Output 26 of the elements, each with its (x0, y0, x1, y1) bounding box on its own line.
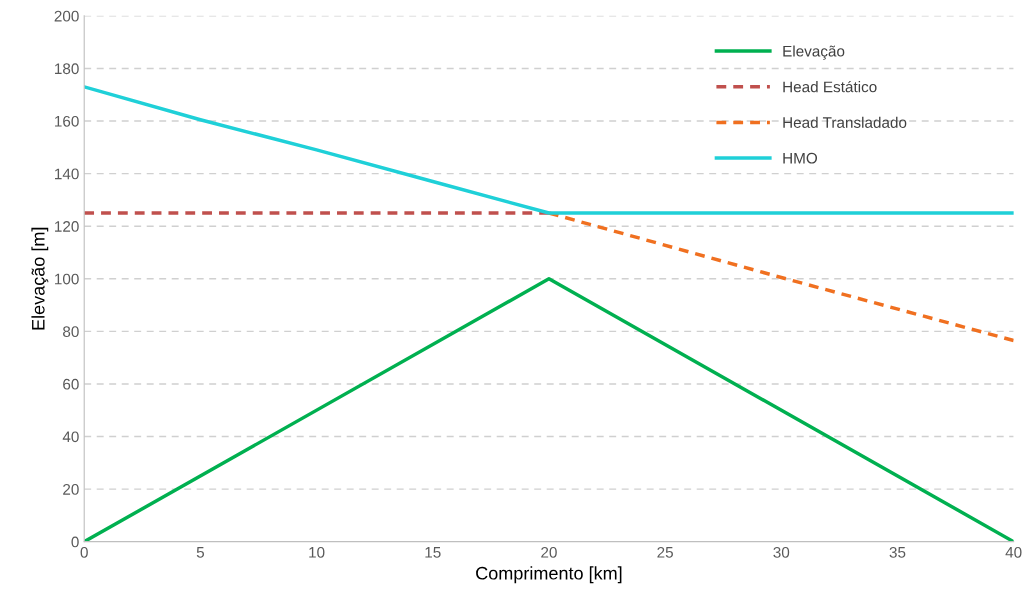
y-axis-title: Elevação [m] (31, 227, 49, 330)
x-tick-label: 10 (309, 546, 325, 558)
x-tick-label: 5 (196, 547, 204, 558)
x-tick-label: 20 (541, 546, 557, 558)
legend-label: HMO (783, 152, 818, 164)
y-tick-label: 140 (55, 168, 79, 180)
x-tick-label: 15 (425, 547, 441, 558)
y-tick-label: 0 (71, 536, 79, 548)
x-tick-label: 0 (80, 546, 88, 558)
y-tick-label: 60 (63, 378, 79, 390)
x-tick-label: 30 (773, 546, 790, 558)
legend-label: Elevação (783, 45, 845, 60)
x-tick-label: 40 (1005, 546, 1022, 558)
y-tick-label: 20 (63, 483, 79, 495)
y-tick-label: 180 (55, 63, 79, 75)
x-tick-label: 25 (657, 546, 673, 558)
y-tick-label: 160 (55, 115, 79, 127)
x-axis-title: Comprimento [km] (476, 566, 622, 584)
legend-label: Head Estático (783, 80, 877, 93)
y-tick-label: 120 (55, 221, 79, 232)
y-tick-label: 40 (62, 431, 79, 443)
y-tick-label: 100 (55, 273, 79, 285)
y-tick-label: 80 (63, 326, 79, 338)
y-tick-label: 200 (54, 10, 79, 22)
x-tick-label: 35 (889, 546, 906, 558)
legend-label: Head Transladado (783, 116, 907, 128)
